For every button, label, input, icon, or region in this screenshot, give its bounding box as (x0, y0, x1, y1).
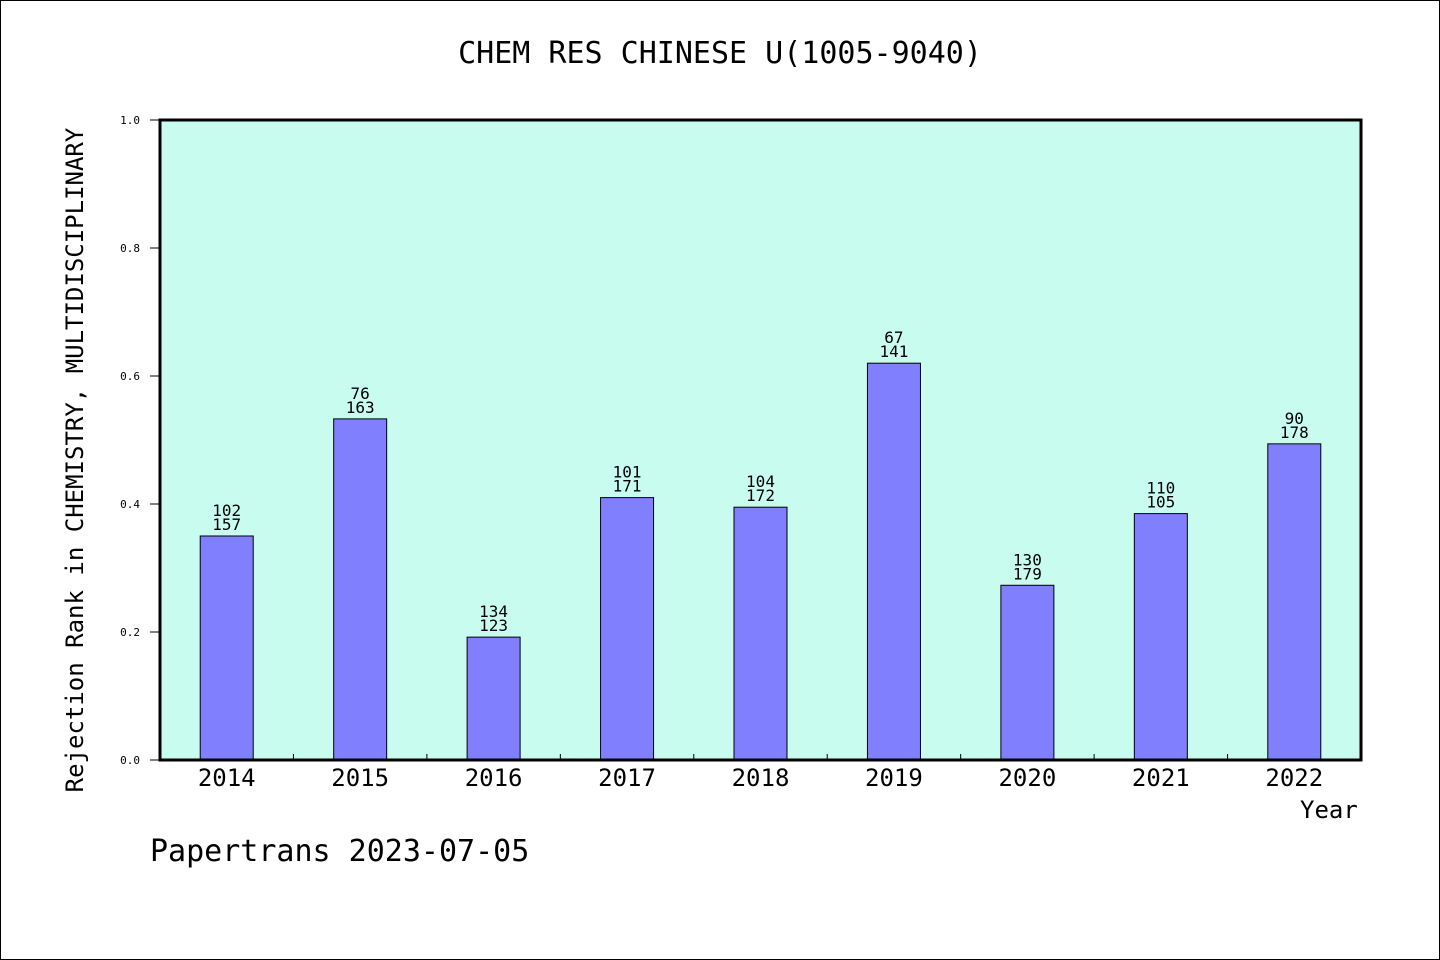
bar-label-top: 130 (1013, 550, 1042, 569)
bar-label-bottom: 141 (879, 342, 908, 361)
y-tick-label: 0.6 (120, 370, 140, 383)
bar-label-top: 104 (746, 472, 775, 491)
bar-2020 (1000, 584, 1055, 761)
bar-2022 (1267, 443, 1322, 761)
bar-label-top: 67 (884, 328, 903, 347)
plot-border (158, 118, 1363, 762)
bar-2021 (1133, 513, 1188, 761)
x-tick-label: 2021 (1132, 764, 1190, 792)
footer-text: Papertrans 2023-07-05 (150, 834, 530, 869)
bar-2017 (600, 497, 655, 761)
bar-label-bottom: 123 (479, 616, 508, 635)
chart-title: CHEM RES CHINESE U(1005-9040) (458, 36, 982, 71)
bar-label-bottom: 105 (1146, 493, 1175, 512)
bar-label-bottom: 157 (212, 515, 241, 534)
y-tick-label: 0.0 (120, 754, 140, 767)
bar-label-top: 101 (613, 463, 642, 482)
x-tick-label: 2017 (598, 764, 656, 792)
x-tick-label: 2015 (331, 764, 389, 792)
y-tick-label: 0.4 (120, 498, 140, 511)
bar-label-top: 90 (1285, 409, 1304, 428)
x-tick-label: 2022 (1265, 764, 1323, 792)
y-tick-label: 1.0 (120, 114, 140, 127)
bar-label-bottom: 172 (746, 486, 775, 505)
bar-2018 (733, 506, 788, 761)
bar-label-bottom: 178 (1280, 423, 1309, 442)
x-tick-label: 2018 (732, 764, 790, 792)
bar-label-bottom: 171 (613, 477, 642, 496)
y-tick-label: 0.8 (120, 242, 140, 255)
x-tick-label: 2020 (998, 764, 1056, 792)
x-tick-label: 2014 (198, 764, 256, 792)
x-tick-label: 2019 (865, 764, 923, 792)
bar-2016 (466, 636, 521, 761)
bar-2019 (866, 362, 921, 761)
bar-label-top: 102 (212, 501, 241, 520)
bar-label-bottom: 179 (1013, 564, 1042, 583)
x-tick-label: 2016 (465, 764, 523, 792)
bar-2014 (199, 535, 254, 761)
bar-2015 (333, 418, 388, 761)
bar-label-top: 134 (479, 602, 508, 621)
bar-label-top: 110 (1146, 479, 1175, 498)
bar-label-top: 76 (351, 384, 370, 403)
bar-label-bottom: 163 (346, 398, 375, 417)
y-tick-label: 0.2 (120, 626, 140, 639)
x-axis-label: Year (1300, 796, 1358, 824)
